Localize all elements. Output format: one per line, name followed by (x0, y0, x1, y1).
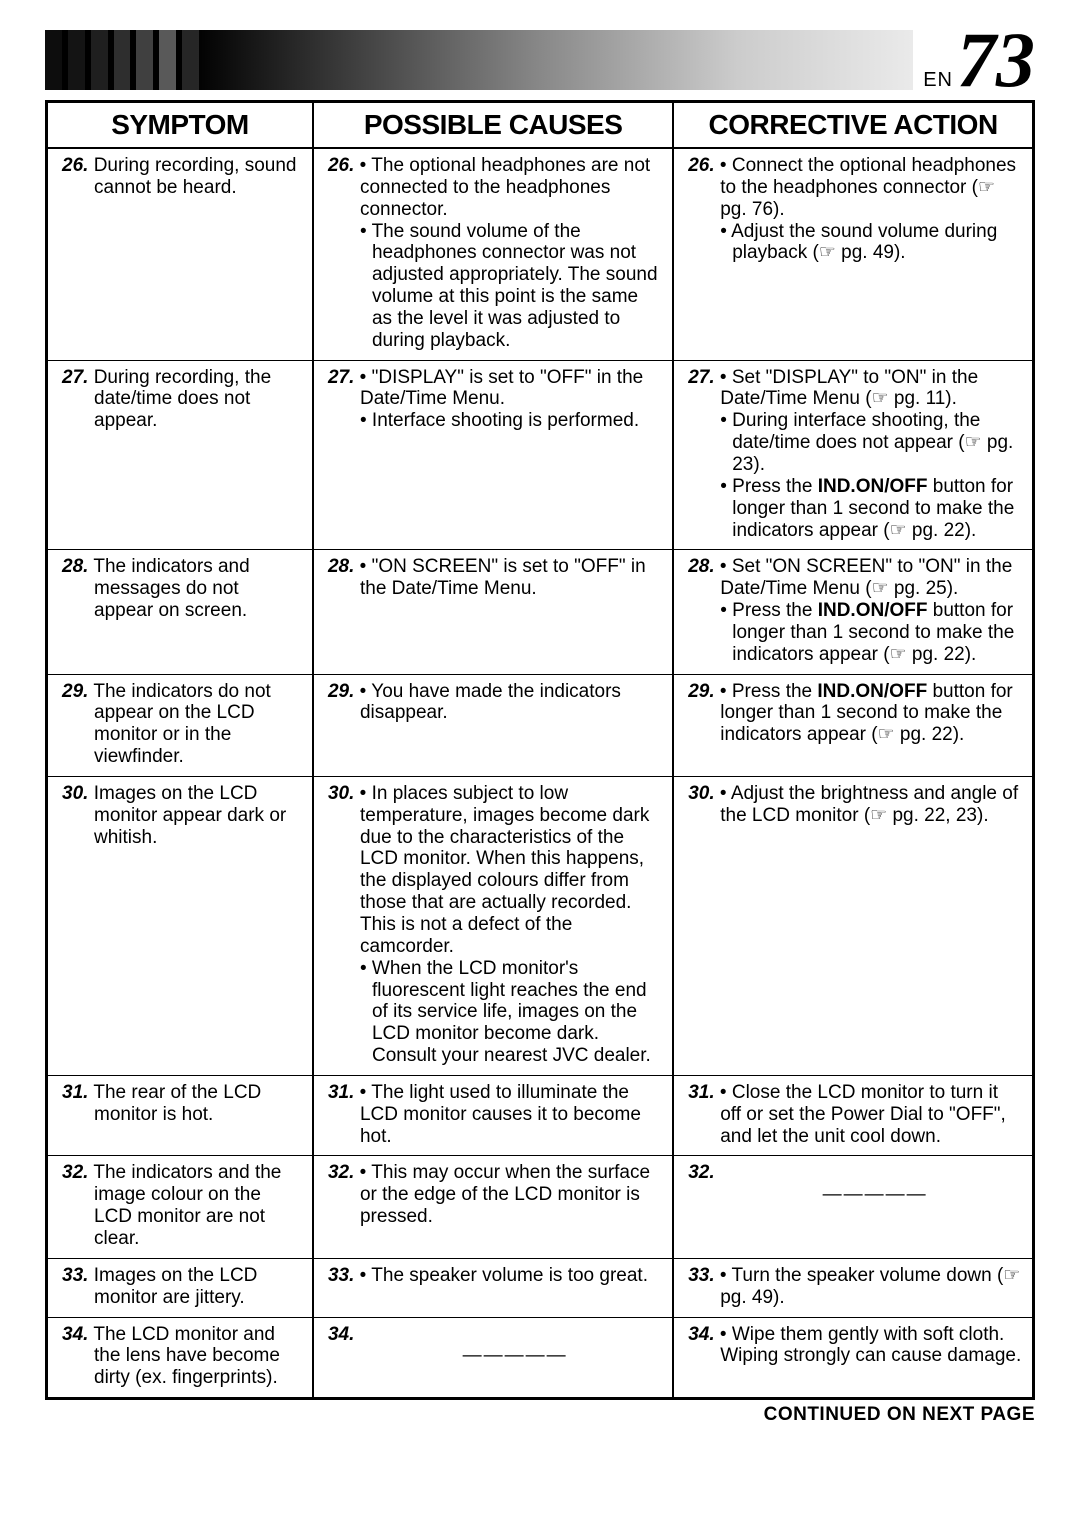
header-stripes (45, 30, 205, 90)
symptom-cell: 29. The indicators do not appear on the … (47, 674, 313, 776)
table-row: 26. During recording, sound cannot be he… (47, 148, 1034, 360)
header-causes: POSSIBLE CAUSES (313, 102, 673, 149)
table-row: 31. The rear of the LCD monitor is hot.3… (47, 1075, 1034, 1156)
symptom-cell: 34. The LCD monitor and the lens have be… (47, 1317, 313, 1399)
action-cell: 30. • Adjust the brightness and angle of… (673, 776, 1033, 1075)
causes-cell: 31. • The light used to illuminate the L… (313, 1075, 673, 1156)
symptom-cell: 33. Images on the LCD monitor are jitter… (47, 1258, 313, 1317)
table-row: 34. The LCD monitor and the lens have be… (47, 1317, 1034, 1399)
action-cell: 26. • Connect the optional headphones to… (673, 148, 1033, 360)
table-row: 28. The indicators and messages do not a… (47, 550, 1034, 674)
action-cell: 29. • Press the IND.ON/OFF button for lo… (673, 674, 1033, 776)
symptom-cell: 28. The indicators and messages do not a… (47, 550, 313, 674)
table-row: 27. During recording, the date/time does… (47, 360, 1034, 550)
action-cell: 31. • Close the LCD monitor to turn it o… (673, 1075, 1033, 1156)
table-row: 30. Images on the LCD monitor appear dar… (47, 776, 1034, 1075)
header-symptom: SYMPTOM (47, 102, 313, 149)
table-row: 32. The indicators and the image colour … (47, 1156, 1034, 1258)
action-cell: 27. • Set "DISPLAY" to "ON" in the Date/… (673, 360, 1033, 550)
table-row: 33. Images on the LCD monitor are jitter… (47, 1258, 1034, 1317)
table-row: 29. The indicators do not appear on the … (47, 674, 1034, 776)
causes-cell: 34.————— (313, 1317, 673, 1399)
causes-cell: 28. • "ON SCREEN" is set to "OFF" in the… (313, 550, 673, 674)
header-bar: EN 73 (45, 30, 1035, 90)
action-cell: 33. • Turn the speaker volume down (☞ pg… (673, 1258, 1033, 1317)
symptom-cell: 32. The indicators and the image colour … (47, 1156, 313, 1258)
symptom-cell: 26. During recording, sound cannot be he… (47, 148, 313, 360)
page-number-value: 73 (957, 25, 1035, 95)
causes-cell: 26. • The optional headphones are not co… (313, 148, 673, 360)
action-cell: 32.————— (673, 1156, 1033, 1258)
page-en-prefix: EN (923, 69, 953, 92)
symptom-cell: 30. Images on the LCD monitor appear dar… (47, 776, 313, 1075)
troubleshooting-table: SYMPTOM POSSIBLE CAUSES CORRECTIVE ACTIO… (45, 100, 1035, 1400)
action-cell: 28. • Set "ON SCREEN" to "ON" in the Dat… (673, 550, 1033, 674)
causes-cell: 27. • "DISPLAY" is set to "OFF" in the D… (313, 360, 673, 550)
action-cell: 34. • Wipe them gently with soft cloth. … (673, 1317, 1033, 1399)
footer-continued: CONTINUED ON NEXT PAGE (45, 1404, 1035, 1426)
causes-cell: 30. • In places subject to low temperatu… (313, 776, 673, 1075)
symptom-cell: 27. During recording, the date/time does… (47, 360, 313, 550)
causes-cell: 32. • This may occur when the surface or… (313, 1156, 673, 1258)
page-number: EN 73 (913, 25, 1035, 95)
symptom-cell: 31. The rear of the LCD monitor is hot. (47, 1075, 313, 1156)
causes-cell: 33. • The speaker volume is too great. (313, 1258, 673, 1317)
header-action: CORRECTIVE ACTION (673, 102, 1033, 149)
causes-cell: 29. • You have made the indica­tors disa… (313, 674, 673, 776)
